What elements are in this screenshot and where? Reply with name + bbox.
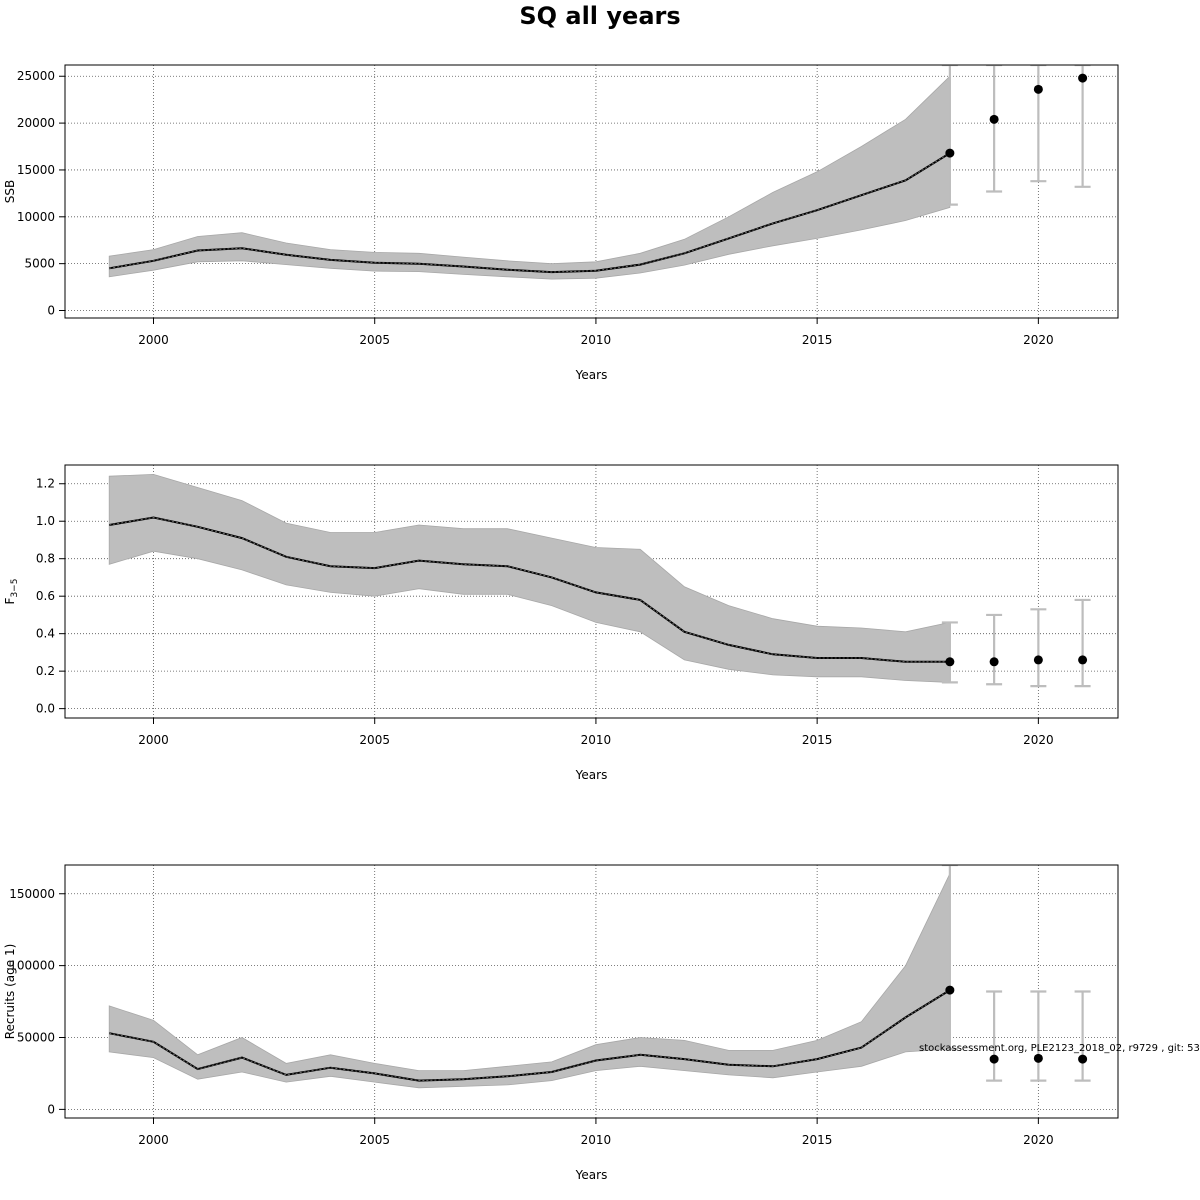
f-y-tick-label-4: 0.8 — [36, 552, 55, 566]
recruits-forecast-errorbar-2021 — [1074, 990, 1091, 1082]
recruits-x-axis-label: Years — [575, 1168, 608, 1182]
recruits-x-tick-label-4: 2020 — [1023, 1133, 1054, 1147]
ssb-y-tick-label-4: 20000 — [17, 116, 55, 130]
f-y-tick-label-6: 1.2 — [36, 477, 55, 491]
f-forecast-errorbar-2020 — [1030, 608, 1047, 688]
f-plot-body — [108, 473, 1091, 688]
ssb-y-tick-label-3: 15000 — [17, 163, 55, 177]
f-x-tick-label-0: 2000 — [138, 733, 169, 747]
f-y-tick-label-5: 1.0 — [36, 514, 55, 528]
recruits-forecast-point-2021 — [1078, 1054, 1088, 1064]
ssb-y-tick-label-0: 0 — [47, 304, 55, 318]
f-plot-frame — [64, 464, 1119, 719]
ssb-x-tick-label-4: 2020 — [1023, 333, 1054, 347]
recruits-forecast-errorbar-2020 — [1030, 990, 1047, 1082]
f-y-axis-label: F3−5 — [3, 579, 20, 605]
recruits-forecast-point-2019 — [989, 1054, 999, 1064]
source-watermark: stockassessment.org, PLE2123_2018_02, r9… — [919, 1043, 1200, 1054]
ssb-x-axis-label: Years — [575, 368, 608, 382]
recruits-y-axis-label: Recruits (age 1) — [3, 944, 17, 1040]
ssb-forecast-errorbar-2020 — [1030, 65, 1047, 183]
f-y-tick-label-2: 0.4 — [36, 627, 55, 641]
ssb-plot-body — [108, 65, 1091, 280]
ssb-forecast-point-2020 — [1033, 84, 1043, 94]
f-estimate-line-dash — [109, 517, 950, 663]
ssb-forecast-errorbar-2019 — [986, 65, 1003, 193]
f-y-tick-label-0: 0.0 — [36, 702, 55, 716]
f-forecast-errorbar-2021 — [1074, 598, 1091, 688]
f-x-tick-label-3: 2015 — [802, 733, 833, 747]
recruits-confidence-band — [108, 873, 951, 1089]
ssb-plot-frame — [64, 64, 1119, 319]
fishing-mortality-panel: 2000 2005 2010 2015 2020 0.0 0.2 0.4 0.6 0.8 1.0 1.… — [3, 464, 1119, 782]
ssb-x-tick-label-3: 2015 — [802, 333, 833, 347]
f-x-tick-label-4: 2020 — [1023, 733, 1054, 747]
ssb-forecast-errorbar-2018 — [941, 65, 958, 206]
ssb-panel: 2000 2005 2010 2015 2020 0 5000 10000 15000 20000… — [3, 64, 1119, 382]
recruits-y-tick-label-2: 100000 — [9, 959, 55, 973]
f-x-tick-label-2: 2010 — [581, 733, 612, 747]
f-x-tick-label-1: 2005 — [359, 733, 390, 747]
ssb-forecast-point-2021 — [1078, 73, 1088, 83]
recruits-forecast-point-2018 — [945, 985, 955, 995]
recruits-forecast-errorbar-2019 — [986, 990, 1003, 1082]
ssb-x-tick-label-0: 2000 — [138, 333, 169, 347]
f-forecast-point-2018 — [945, 657, 955, 667]
f-x-axis-label: Years — [575, 768, 608, 782]
f-forecast-point-2019 — [989, 657, 999, 667]
recruits-estimate-line — [109, 989, 951, 1082]
ssb-y-tick-label-2: 10000 — [17, 210, 55, 224]
ssb-grid — [65, 65, 1118, 318]
f-forecast-point-2020 — [1033, 655, 1043, 665]
ssb-y-axis-label: SSB — [3, 180, 17, 203]
f-forecast-errorbar-2019 — [986, 613, 1003, 686]
ssb-estimate-line — [109, 152, 951, 274]
ssb-forecast-point-2018 — [945, 148, 955, 158]
figure-title: SQ all years — [519, 2, 680, 30]
recruits-forecast-point-2020 — [1033, 1053, 1043, 1063]
recruits-x-tick-label-2: 2010 — [581, 1133, 612, 1147]
f-confidence-band — [108, 473, 951, 683]
ssb-forecast-point-2019 — [989, 114, 999, 124]
recruits-grid — [65, 865, 1118, 1118]
recruits-panel: 2000 2005 2010 2015 2020 0 50000 100000 150000 Ye… — [3, 864, 1119, 1182]
ssb-confidence-band — [108, 75, 951, 280]
ssb-forecast-errorbar-2021 — [1074, 65, 1091, 188]
f-y-tick-label-3: 0.6 — [36, 589, 55, 603]
ssb-y-tick-label-5: 25000 — [17, 69, 55, 83]
recruits-x-tick-label-3: 2015 — [802, 1133, 833, 1147]
ssb-y-tick-label-1: 5000 — [24, 257, 55, 271]
recruits-y-tick-label-1: 50000 — [17, 1031, 55, 1045]
f-y-axis-label-main: F — [3, 597, 17, 604]
recruits-plot-body — [108, 865, 1091, 1089]
f-forecast-errorbar-2018 — [941, 621, 958, 684]
recruits-y-tick-label-0: 0 — [47, 1102, 55, 1116]
recruits-forecast-errorbar-2018 — [941, 865, 958, 1051]
ssb-x-tick-label-1: 2005 — [359, 333, 390, 347]
f-y-axis-label-subscript: 3−5 — [10, 579, 20, 598]
recruits-x-tick-label-1: 2005 — [359, 1133, 390, 1147]
ssb-x-tick-label-2: 2010 — [581, 333, 612, 347]
recruits-x-tick-label-0: 2000 — [138, 1133, 169, 1147]
recruits-plot-frame — [64, 864, 1119, 1119]
f-forecast-point-2021 — [1078, 655, 1088, 665]
recruits-y-tick-label-3: 150000 — [9, 887, 55, 901]
f-y-tick-label-1: 0.2 — [36, 664, 55, 678]
